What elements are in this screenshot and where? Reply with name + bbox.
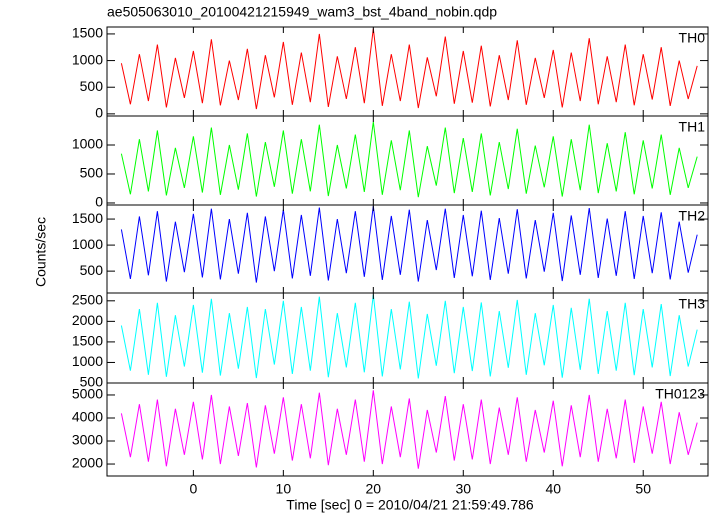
y-tick-label: 1500: [72, 333, 103, 349]
x-axis-label: Time [sec] 0 = 2010/04/21 21:59:49.786: [286, 497, 534, 513]
y-tick-label: 1000: [72, 236, 103, 252]
panel-label: TH2: [679, 208, 706, 224]
y-tick-label: 0: [95, 194, 103, 210]
y-tick-label: 5000: [72, 386, 103, 402]
y-tick-label: 1500: [72, 25, 103, 41]
y-tick-label: 500: [80, 262, 104, 278]
y-tick-label: 500: [80, 165, 104, 181]
panel-label: TH0123: [655, 386, 705, 402]
y-tick-label: 500: [80, 374, 104, 390]
y-tick-label: 1000: [72, 136, 103, 152]
x-tick-label: 10: [276, 481, 292, 497]
y-tick-label: 4000: [72, 409, 103, 425]
panel-label: TH3: [679, 296, 706, 312]
y-tick-label: 2000: [72, 455, 103, 471]
series-line: [120, 121, 698, 198]
y-tick-label: 2500: [72, 292, 103, 308]
y-tick-label: 1500: [72, 210, 103, 226]
panel-frame: [106, 382, 709, 477]
series-line: [120, 205, 698, 283]
x-tick-label: 0: [189, 481, 197, 497]
x-tick-label: 20: [366, 481, 382, 497]
y-tick-label: 500: [80, 78, 104, 94]
series-line: [120, 294, 698, 379]
y-tick-label: 1000: [72, 51, 103, 67]
x-tick-label: 50: [635, 481, 651, 497]
panel-label: TH0: [679, 30, 706, 46]
panel-label: TH1: [679, 119, 706, 135]
y-tick-label: 2000: [72, 312, 103, 328]
y-axis-label: Counts/sec: [33, 217, 49, 287]
x-tick-label: 30: [455, 481, 471, 497]
x-tick-label: 40: [545, 481, 561, 497]
y-tick-label: 1000: [72, 353, 103, 369]
series-line: [120, 390, 698, 469]
chart-title: ae505063010_20100421215949_wam3_bst_4ban…: [107, 4, 497, 20]
y-tick-label: 3000: [72, 432, 103, 448]
series-line: [120, 28, 698, 110]
y-tick-label: 0: [95, 105, 103, 121]
